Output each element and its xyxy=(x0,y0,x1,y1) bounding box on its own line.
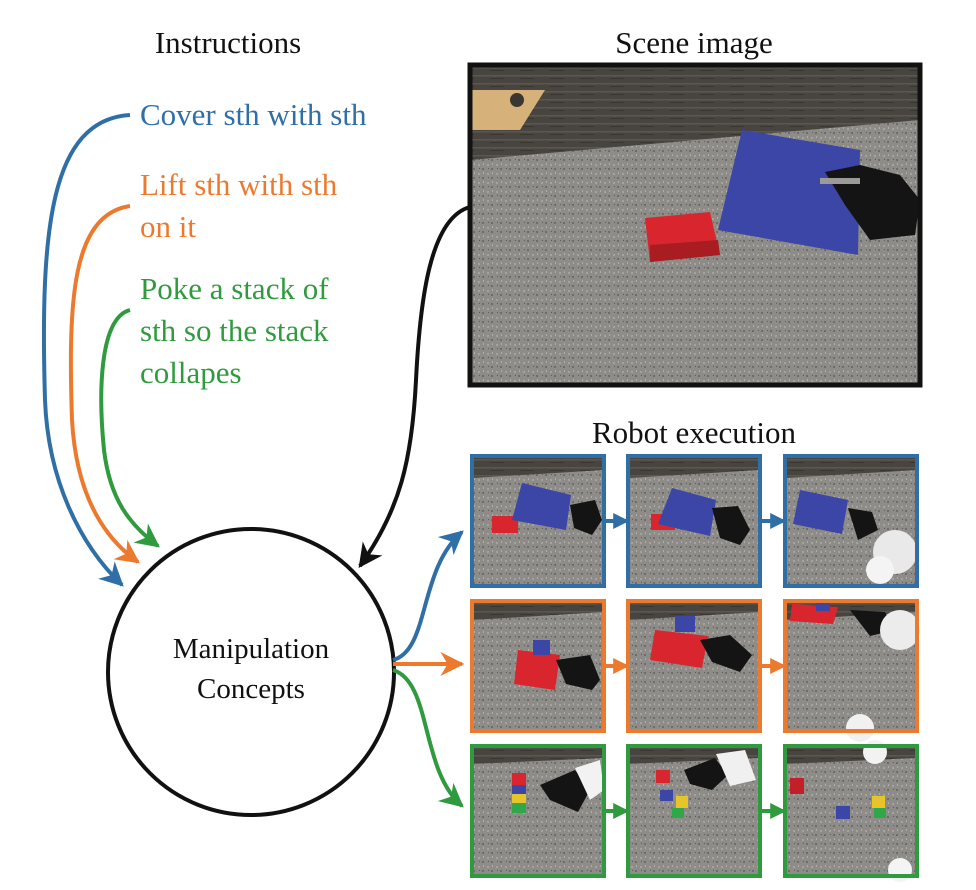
instruction-lift-line-1: Lift sth with sth xyxy=(140,167,338,202)
execution-row-poke xyxy=(470,740,919,882)
instruction-poke: Poke a stack of sth so the stack collape… xyxy=(140,271,329,390)
lift-frame-3 xyxy=(783,599,920,742)
instruction-poke-line-3: collapes xyxy=(140,355,242,390)
poke-frame-2 xyxy=(626,744,762,878)
execution-row-lift xyxy=(470,599,920,742)
lift-frame-2 xyxy=(626,599,762,733)
arrow-cover-to-concepts xyxy=(41,113,131,587)
cover-frame-2 xyxy=(626,454,762,588)
scene-image-header: Scene image xyxy=(615,25,773,60)
instruction-cover: Cover sth with sth xyxy=(140,97,367,132)
concepts-line-2: Concepts xyxy=(197,673,305,705)
arrow-concepts-to-green-row xyxy=(392,668,464,808)
scene-corner-object xyxy=(470,90,545,130)
lift-frame-1 xyxy=(470,599,606,733)
manipulation-concepts-node: Manipulation Concepts xyxy=(106,527,396,817)
concepts-line-1: Manipulation xyxy=(173,633,330,665)
arrow-lift-to-concepts xyxy=(68,204,140,564)
instruction-lift-line-2: on it xyxy=(140,209,196,244)
instruction-poke-line-2: sth so the stack xyxy=(140,313,329,348)
scene-frame xyxy=(467,62,923,388)
poke-frame-3 xyxy=(783,740,919,882)
cover-frame-3 xyxy=(783,454,919,588)
instruction-poke-line-1: Poke a stack of xyxy=(140,271,329,306)
robot-execution-header: Robot execution xyxy=(592,415,797,450)
instruction-lift: Lift sth with sth on it xyxy=(140,167,338,244)
instruction-cover-line-1: Cover sth with sth xyxy=(140,97,367,132)
arrow-scene-to-concepts xyxy=(358,205,471,568)
arrow-poke-to-concepts xyxy=(99,308,160,548)
concepts-circle xyxy=(106,527,396,817)
poke-frame-1 xyxy=(470,744,606,878)
cover-frame-1 xyxy=(470,454,606,588)
scene-blue-plate xyxy=(718,130,860,255)
arrow-concepts-to-blue-row xyxy=(392,530,464,662)
instructions-header: Instructions xyxy=(155,25,301,60)
scene-corner-hole xyxy=(510,93,524,107)
execution-row-cover xyxy=(470,454,919,588)
scene-image xyxy=(467,62,923,388)
scene-back-wall xyxy=(470,65,920,160)
